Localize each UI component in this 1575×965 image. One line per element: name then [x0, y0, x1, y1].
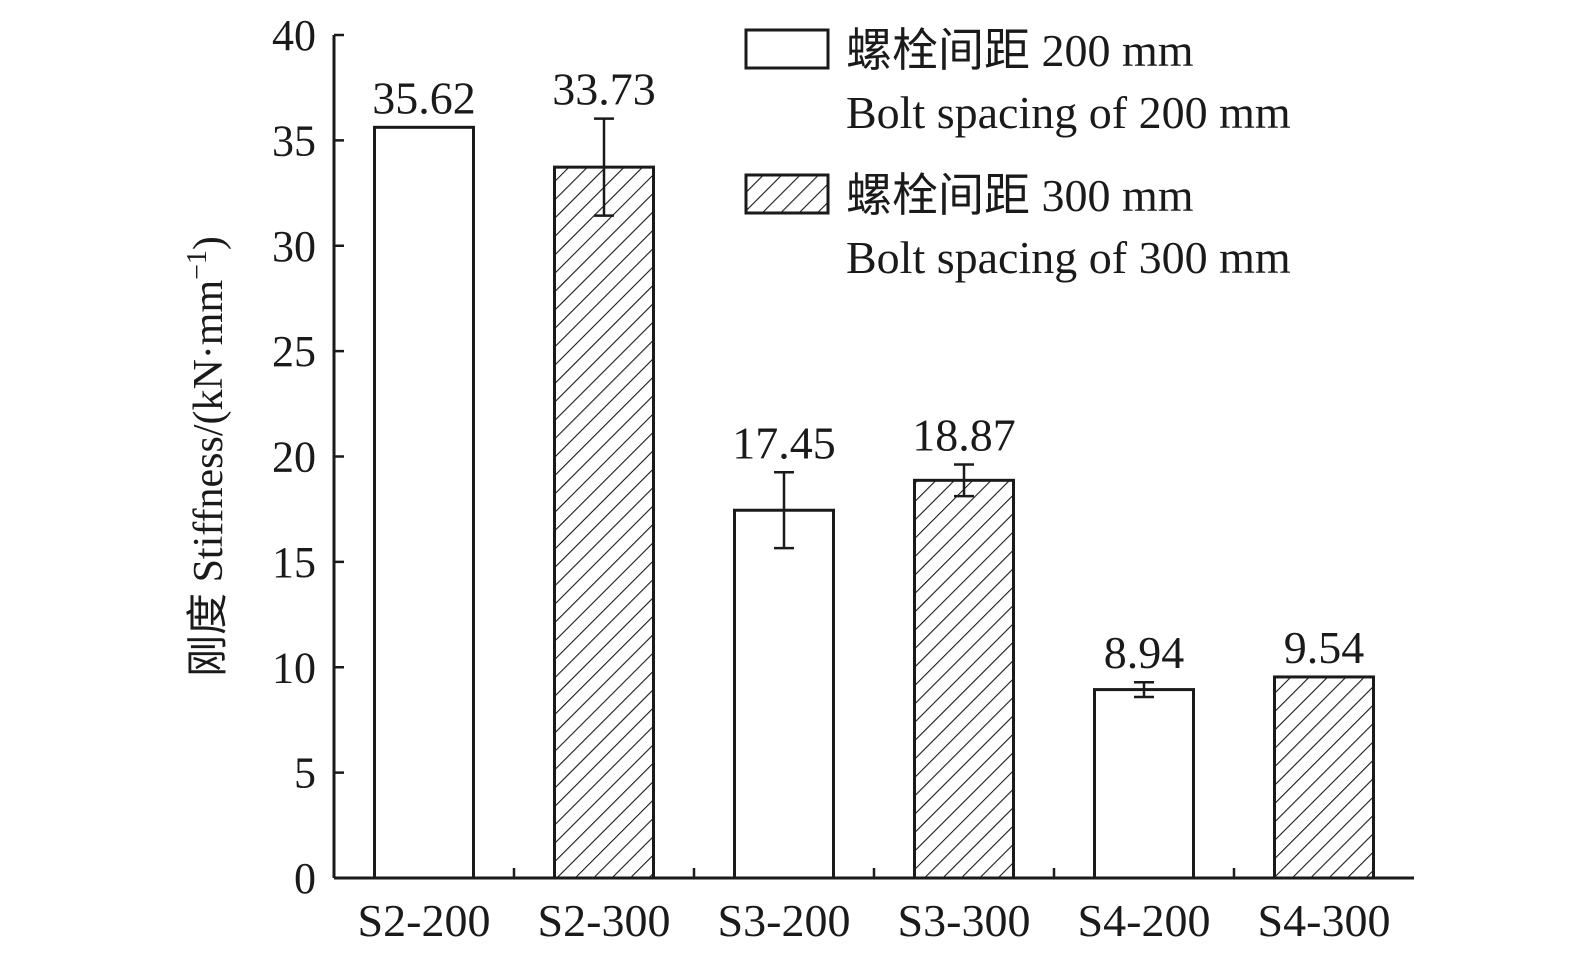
x-tick-label: S2-300 [538, 895, 671, 946]
y-axis-label: 刚度 Stiffness/(kN·mm−1) [182, 236, 232, 677]
legend-label-en: Bolt spacing of 300 mm [846, 232, 1291, 283]
bar-s2-300 [553, 165, 655, 880]
y-tick-label: 25 [272, 327, 316, 376]
bar-s3-200 [733, 508, 835, 880]
bar-s3-300 [913, 478, 1015, 880]
legend-label-en: Bolt spacing of 200 mm [846, 87, 1291, 138]
y-tick-label: 35 [272, 116, 316, 165]
y-axis-label-main: 刚度 Stiffness/(kN·mm [186, 280, 232, 677]
bars [373, 117, 1375, 880]
x-tick-label: S4-200 [1078, 895, 1211, 946]
data-label: 33.73 [552, 64, 656, 115]
bar-s4-300 [1273, 675, 1375, 880]
legend-swatch-bolt300 [744, 173, 830, 215]
data-label: 18.87 [912, 410, 1016, 461]
y-tick-label: 40 [272, 11, 316, 60]
y-tick-label: 5 [294, 749, 316, 798]
x-tick-label: S3-300 [898, 895, 1031, 946]
x-tick-label: S2-200 [358, 895, 491, 946]
y-tick-label: 15 [272, 538, 316, 587]
bar-s4-200 [1093, 688, 1195, 880]
x-tick-label: S4-300 [1258, 895, 1391, 946]
legend-label-zh: 螺栓间距 200 mm [846, 25, 1194, 76]
y-tick-label: 30 [272, 222, 316, 271]
legend-label-zh: 螺栓间距 300 mm [846, 170, 1194, 221]
labels: 35.62 S2-200 33.73 S2-300 17.45 S3-200 18.87 S3… [182, 64, 1390, 946]
x-tick-label: S3-200 [718, 895, 851, 946]
legend: 螺栓间距 200 mm Bolt spacing of 200 mm 螺栓间距 30… [744, 25, 1291, 283]
y-tick-label: 20 [272, 433, 316, 482]
data-label: 35.62 [372, 72, 476, 123]
y-axis-label-superscript: −1 [182, 250, 213, 280]
bar-s2-200 [373, 125, 475, 880]
y-axis-label-close: ) [186, 236, 232, 250]
axes: 0 5 10 15 20 25 30 35 40 [272, 11, 1414, 903]
legend-swatch-bolt200 [744, 28, 830, 70]
y-tick-label: 10 [272, 643, 316, 692]
y-tick-label: 0 [294, 854, 316, 903]
data-label: 8.94 [1104, 627, 1185, 678]
data-label: 17.45 [732, 417, 836, 468]
data-label: 9.54 [1284, 622, 1365, 673]
